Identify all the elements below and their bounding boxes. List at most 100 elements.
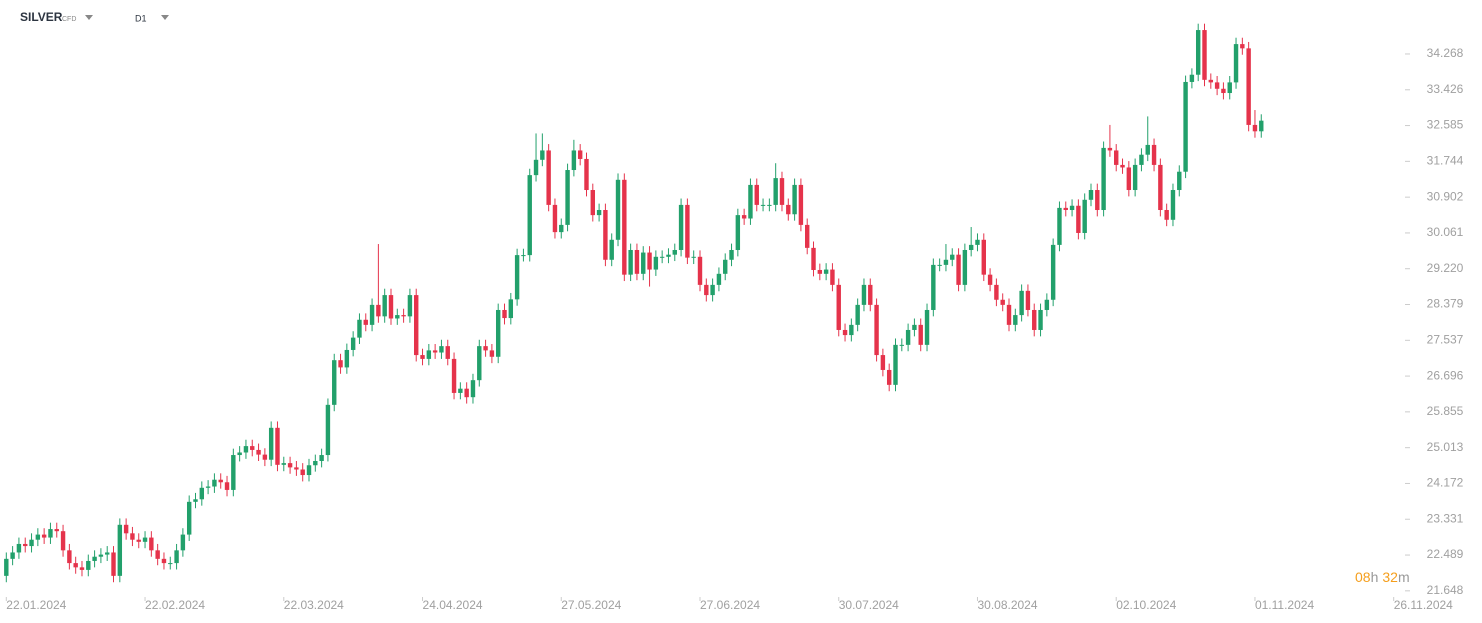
candle-body — [483, 346, 488, 351]
dropdown-caret[interactable] — [85, 15, 93, 20]
candle-body — [218, 479, 223, 483]
candle-body — [180, 534, 186, 551]
candle-body — [798, 184, 804, 225]
candle-body — [641, 252, 646, 274]
candle-body — [60, 531, 66, 551]
candle-body — [685, 204, 690, 258]
candle-body — [981, 239, 986, 275]
timeframe[interactable]: D1 — [135, 13, 147, 23]
candle-body — [256, 449, 261, 455]
candle-body — [1132, 164, 1138, 191]
candle-body — [861, 284, 867, 305]
candle-body — [268, 427, 274, 460]
candle-body — [880, 355, 886, 370]
candle-body — [508, 299, 514, 319]
candle-body — [741, 215, 747, 219]
y-tick-label: 22.489 — [1427, 547, 1464, 561]
candle-body — [1158, 164, 1163, 211]
candle-body — [1189, 74, 1195, 82]
candle-body — [540, 150, 545, 160]
countdown-hours: 08 — [1355, 569, 1371, 585]
candle-body — [1252, 124, 1258, 132]
x-tick-label: 27.06.2024 — [700, 598, 760, 612]
candle-body — [754, 184, 759, 205]
candle-body — [912, 324, 917, 330]
candle-body — [363, 319, 368, 325]
candle-body — [893, 344, 898, 385]
candle-body — [1082, 199, 1087, 233]
candle-body — [1183, 81, 1188, 172]
candle-body — [1101, 147, 1106, 211]
candle-body — [287, 463, 293, 468]
candle-body — [458, 388, 463, 393]
candle-body — [1019, 290, 1024, 316]
dropdown-caret[interactable] — [161, 15, 169, 20]
candle-body — [760, 204, 766, 206]
candle-body — [634, 249, 640, 274]
candle-body — [805, 224, 810, 248]
candle-body — [224, 482, 230, 490]
candle-body — [10, 552, 15, 559]
candle-body — [41, 534, 47, 538]
candle-body — [1044, 299, 1050, 310]
candle-body — [836, 284, 841, 330]
candle-body — [426, 350, 432, 359]
y-tick-label: 30.061 — [1427, 225, 1464, 239]
candle-body — [35, 534, 41, 540]
candle-body — [672, 249, 677, 255]
candle-body — [388, 295, 394, 319]
candle-body — [401, 315, 406, 317]
y-tick-label: 25.013 — [1427, 440, 1464, 454]
candle-body — [1006, 304, 1012, 325]
candle-body — [931, 264, 936, 310]
x-tick-label: 30.08.2024 — [977, 598, 1037, 612]
candle-body — [205, 486, 211, 488]
candle-body — [590, 190, 595, 216]
candle-body — [899, 344, 905, 346]
candle-body — [123, 524, 129, 534]
candle-body — [868, 284, 873, 305]
y-tick-label: 28.379 — [1427, 297, 1464, 311]
candle-body — [1069, 205, 1075, 211]
candle-body — [968, 244, 974, 250]
candle-body — [1088, 190, 1094, 200]
candle-body — [987, 274, 993, 285]
candle-body — [344, 349, 350, 368]
y-tick-label: 34.268 — [1427, 46, 1464, 60]
candle-body — [678, 204, 684, 250]
candle-body — [382, 295, 387, 317]
candle-body — [577, 150, 583, 159]
candle-body — [117, 524, 123, 576]
y-tick-label: 25.855 — [1427, 404, 1464, 418]
candle-body — [647, 252, 652, 270]
candle-body — [489, 350, 495, 357]
candle-body — [874, 304, 879, 356]
candle-body — [1025, 290, 1031, 310]
candle-body — [502, 309, 507, 319]
instrument[interactable]: SILVER — [20, 10, 63, 24]
candle-body — [924, 309, 930, 345]
candle-body — [521, 255, 526, 257]
candle-body — [306, 465, 312, 476]
y-tick-label: 26.696 — [1427, 368, 1464, 382]
candle-body — [735, 215, 741, 250]
candle-body — [729, 249, 734, 260]
candle-body — [350, 337, 356, 350]
candle-body — [628, 249, 633, 275]
candle-body — [533, 159, 539, 176]
candle-body — [1139, 154, 1144, 165]
candle-body — [414, 295, 419, 356]
candle-body — [956, 254, 961, 285]
candle-body — [445, 346, 450, 359]
candle-body — [1076, 205, 1081, 233]
candle-body — [905, 329, 911, 345]
candle-body — [451, 358, 457, 393]
countdown-unit: m — [1398, 569, 1410, 585]
candle-body — [962, 249, 968, 285]
candle-body — [994, 284, 999, 300]
candle-body — [407, 295, 413, 317]
candle-body — [1114, 150, 1119, 165]
candle-body — [615, 179, 621, 240]
candle-body — [161, 558, 167, 564]
